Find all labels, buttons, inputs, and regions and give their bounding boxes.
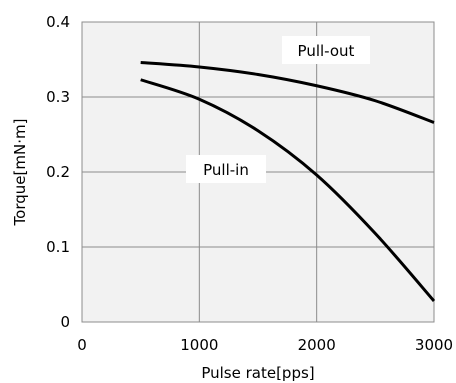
x-tick-label-0: 0 xyxy=(77,336,87,354)
x-tick-label-2: 2000 xyxy=(298,336,336,354)
y-tick-label-0: 0 xyxy=(60,313,70,331)
y-tick-label-3: 0.3 xyxy=(46,88,70,106)
y-tick-label-1: 0.1 xyxy=(46,238,70,256)
x-axis-label: Pulse rate[pps] xyxy=(201,364,314,382)
series-label-pull-in: Pull-in xyxy=(203,161,249,179)
series-labels: Pull-out Pull-in xyxy=(186,36,370,183)
series-line-pull-out xyxy=(140,61,435,124)
series-lines xyxy=(140,61,436,302)
series-label-box-1 xyxy=(186,155,266,183)
plot-border xyxy=(81,21,435,323)
y-tick-label-2: 0.2 xyxy=(46,163,70,181)
tick-labels: 0 1000 2000 3000 0 0.1 0.2 0.3 0.4 xyxy=(46,13,453,354)
y-tick-label-4: 0.4 xyxy=(46,13,70,31)
x-tick-label-3: 3000 xyxy=(415,336,453,354)
y-axis-label: Torque[mN·m] xyxy=(11,119,29,227)
series-label-box-0 xyxy=(282,36,370,64)
series-label-pull-out: Pull-out xyxy=(298,42,355,60)
series-line-pull-in xyxy=(140,78,436,302)
x-tick-label-1: 1000 xyxy=(180,336,218,354)
